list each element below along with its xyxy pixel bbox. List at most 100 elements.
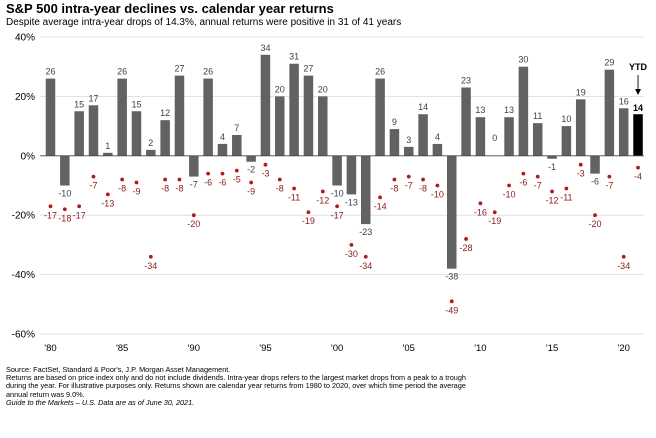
- return-label: 4: [435, 132, 440, 142]
- return-label: 26: [375, 67, 385, 77]
- x-tick-label: '10: [474, 343, 486, 354]
- drop-dot: [249, 180, 254, 185]
- return-bar: [289, 63, 299, 156]
- drop-dot: [406, 174, 411, 179]
- bar-chart: 26-1015171261521227-72647-23420312720-10…: [12, 33, 648, 355]
- return-bar: [561, 126, 572, 156]
- chart-subtitle: Despite average intra-year drops of 14.3…: [6, 17, 402, 28]
- return-bar: [590, 155, 600, 174]
- return-label: 7: [234, 123, 239, 133]
- return-bar: [346, 155, 357, 195]
- drop-dot: [335, 204, 339, 209]
- x-tick-label: '20: [618, 343, 630, 354]
- drop-label: -6: [204, 178, 212, 188]
- drop-label: -9: [247, 187, 255, 197]
- ytd-arrowhead: [635, 89, 642, 95]
- return-bar: [74, 111, 84, 156]
- return-bar: [504, 117, 514, 156]
- drop-label: -8: [276, 184, 284, 194]
- drop-dot: [378, 195, 382, 200]
- return-bar: [446, 155, 457, 269]
- return-label: -10: [58, 189, 71, 199]
- drop-label: -34: [617, 261, 630, 271]
- drop-dot: [478, 201, 483, 206]
- drop-dot: [263, 162, 268, 167]
- return-label: 17: [88, 93, 98, 103]
- drop-dot: [607, 174, 612, 179]
- drop-label: -34: [359, 261, 372, 271]
- return-bar: [332, 155, 342, 186]
- drop-label: -19: [302, 216, 315, 226]
- drop-label: -7: [534, 181, 542, 191]
- x-tick-label: '95: [259, 343, 271, 354]
- drop-label: -17: [73, 210, 86, 220]
- source-line: Returns are based on price index only an…: [6, 373, 466, 383]
- return-label: 20: [275, 84, 285, 94]
- return-bar: [461, 87, 471, 156]
- drop-dot: [550, 189, 554, 194]
- return-bar: [604, 69, 615, 156]
- return-label: 15: [131, 99, 141, 109]
- return-bar: [303, 75, 314, 156]
- x-tick-label: '90: [188, 343, 200, 354]
- drop-dot: [234, 168, 239, 173]
- drop-dot: [564, 186, 569, 191]
- return-bar: [532, 123, 543, 156]
- drop-label: -3: [261, 169, 269, 179]
- return-label: -10: [331, 189, 344, 199]
- return-label: 14: [418, 102, 428, 112]
- return-label: -13: [345, 197, 358, 207]
- return-bar: [131, 111, 142, 156]
- drop-label: -3: [577, 169, 585, 179]
- y-tick-label: 40%: [15, 33, 35, 44]
- drop-label: -9: [132, 187, 140, 197]
- drop-label: -10: [503, 190, 516, 200]
- drop-dot: [320, 189, 325, 194]
- return-bar: [189, 155, 199, 177]
- y-tick-label: -40%: [12, 270, 35, 281]
- drop-label: -7: [405, 181, 413, 191]
- x-tick-label: '85: [116, 343, 128, 354]
- drop-dot: [91, 174, 96, 179]
- source-line: Guide to the Markets – U.S. Data are as …: [6, 397, 195, 407]
- drop-dot: [492, 210, 497, 215]
- drop-dot: [421, 177, 425, 182]
- return-bar: [389, 129, 400, 156]
- return-label: 16: [619, 96, 629, 106]
- return-label: 26: [117, 67, 127, 77]
- return-label: 29: [604, 58, 614, 68]
- return-label: 15: [74, 99, 84, 109]
- drop-dot: [134, 180, 139, 185]
- return-bar: [361, 155, 371, 225]
- drop-label: -8: [175, 184, 183, 194]
- return-label: -23: [359, 227, 372, 237]
- drop-dot: [435, 183, 440, 188]
- drop-label: -8: [118, 184, 126, 194]
- drop-dot: [306, 210, 311, 215]
- return-bar: [217, 143, 228, 156]
- drop-label: -28: [460, 243, 473, 253]
- y-tick-label: -20%: [12, 211, 35, 222]
- return-label: 10: [561, 114, 571, 124]
- return-label: -38: [445, 272, 458, 282]
- chart-title: S&P 500 intra-year declines vs. calendar…: [6, 1, 334, 16]
- return-bar: [518, 66, 529, 156]
- drop-label: -10: [431, 190, 444, 200]
- return-label: 27: [303, 64, 313, 74]
- drop-dot: [621, 254, 626, 259]
- drop-dot: [120, 177, 125, 182]
- drop-label: -18: [58, 213, 71, 223]
- drop-dot: [105, 192, 110, 197]
- drop-dot: [507, 183, 511, 188]
- return-label: 11: [533, 111, 542, 121]
- x-tick-label: '00: [331, 343, 343, 354]
- return-label: 4: [220, 132, 225, 142]
- return-bar: [88, 105, 99, 156]
- drop-label: -12: [316, 195, 329, 205]
- return-bar: [375, 78, 385, 156]
- source-line: annual return was 9.0%.: [6, 389, 85, 399]
- return-bar: [275, 96, 285, 156]
- return-label: -1: [548, 162, 556, 172]
- return-label: 14: [633, 103, 643, 113]
- drop-dot: [206, 171, 211, 176]
